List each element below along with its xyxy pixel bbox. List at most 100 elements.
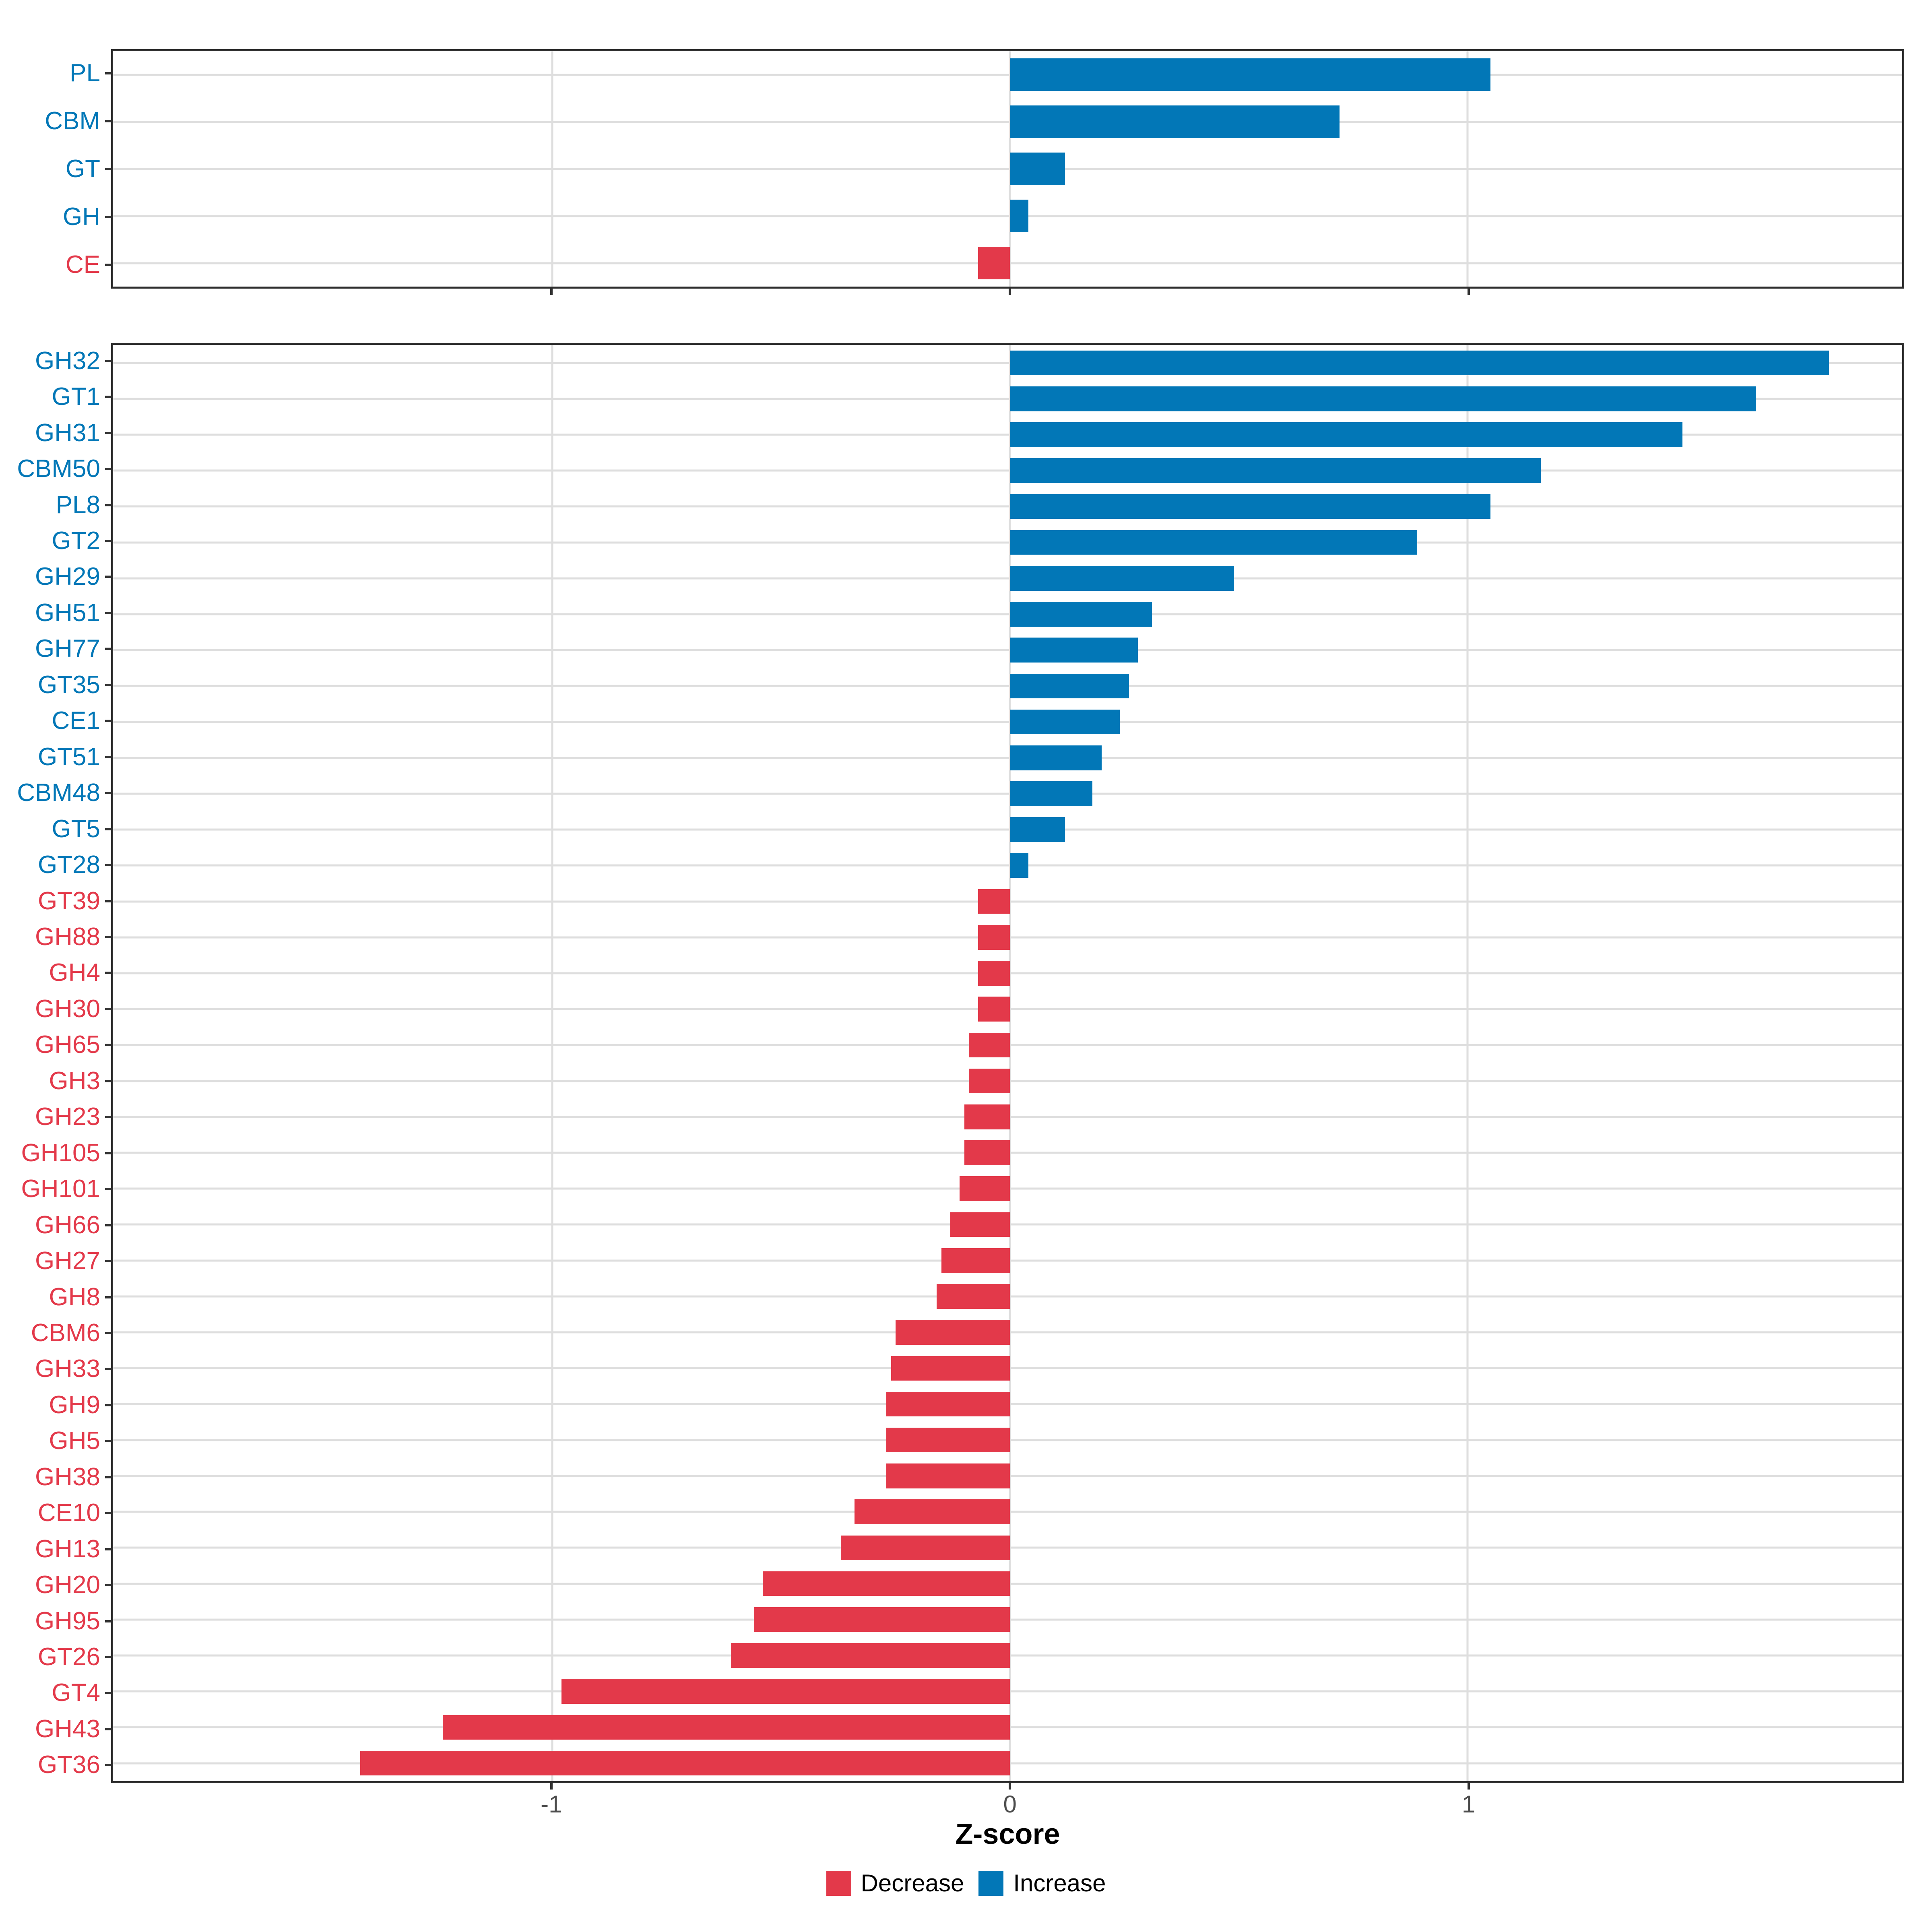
- y-label-GH77: GH77: [35, 635, 100, 663]
- y-tick-mark: [105, 1404, 111, 1406]
- y-tick-mark: [105, 755, 111, 758]
- x-tick-mark--1: [550, 289, 553, 295]
- y-tick-mark: [105, 1152, 111, 1154]
- row-GH105: [113, 1135, 1902, 1170]
- y-label-GH38: GH38: [35, 1463, 100, 1491]
- legend-label-increase: Increase: [1013, 1870, 1106, 1897]
- y-label-GH4: GH4: [49, 959, 100, 987]
- x-tick-label--1: -1: [541, 1791, 562, 1818]
- row-GH66: [113, 1207, 1902, 1243]
- bar-CBM48: [1010, 781, 1092, 806]
- y-tick-mark: [105, 864, 111, 867]
- y-label-GH105: GH105: [21, 1139, 100, 1167]
- y-tick-mark: [105, 935, 111, 938]
- y-tick-mark: [105, 1656, 111, 1659]
- y-label-GT5: GT5: [52, 815, 100, 843]
- horizontal-gridline: [113, 121, 1902, 123]
- row-GT39: [113, 883, 1902, 919]
- y-label-GT4: GT4: [52, 1679, 100, 1707]
- y-tick-mark: [105, 1080, 111, 1082]
- row-CE1: [113, 704, 1902, 740]
- bar-GH20: [763, 1571, 1010, 1596]
- y-label-GH51: GH51: [35, 599, 100, 627]
- y-label-CBM6: CBM6: [31, 1319, 100, 1347]
- row-GT35: [113, 668, 1902, 704]
- y-label-GH33: GH33: [35, 1355, 100, 1383]
- legend-label-decrease: Decrease: [861, 1870, 964, 1897]
- y-label-GH23: GH23: [35, 1103, 100, 1131]
- y-label-PL: PL: [70, 59, 100, 87]
- bar-GT26: [731, 1643, 1010, 1668]
- row-GH95: [113, 1602, 1902, 1637]
- horizontal-gridline: [113, 793, 1902, 795]
- legend-entry-increase: Increase: [978, 1871, 1106, 1896]
- bar-GH8: [937, 1284, 1010, 1309]
- bar-CE10: [854, 1499, 1010, 1524]
- horizontal-gridline: [113, 74, 1902, 76]
- x-axis-title: Z-score: [955, 1818, 1060, 1850]
- bar-GH33: [891, 1356, 1010, 1381]
- y-axis-labels-families: GH32 GT1 GH31 CBM50 PL8 GT2 GH29 GH51 GH77 GT35 CE…: [0, 343, 111, 1783]
- y-label-GT26: GT26: [37, 1643, 100, 1671]
- horizontal-gridline: [113, 469, 1902, 472]
- y-tick-mark: [105, 1440, 111, 1443]
- row-GH: [113, 192, 1902, 239]
- panel-families: [111, 343, 1904, 1783]
- y-tick-mark: [105, 263, 111, 266]
- y-label-GH30: GH30: [35, 995, 100, 1023]
- y-label-GT: GT: [65, 155, 100, 183]
- row-GH101: [113, 1171, 1902, 1207]
- y-label-GH31: GH31: [35, 419, 100, 447]
- y-label-GH20: GH20: [35, 1571, 100, 1599]
- y-tick-mark: [105, 215, 111, 218]
- y-label-GH29: GH29: [35, 563, 100, 591]
- horizontal-gridline: [113, 721, 1902, 723]
- bar-GT39: [978, 889, 1010, 914]
- panel-classes: [111, 49, 1904, 289]
- y-label-GH95: GH95: [35, 1607, 100, 1635]
- row-GH31: [113, 417, 1902, 452]
- y-label-GT36: GT36: [37, 1751, 100, 1779]
- x-axis-tick-labels: -1 0 1: [111, 1790, 1904, 1818]
- y-label-GH3: GH3: [49, 1067, 100, 1095]
- y-tick-mark: [105, 1368, 111, 1371]
- bar-GH38: [886, 1463, 1010, 1488]
- x-tick-label-0: 0: [1003, 1791, 1017, 1818]
- row-CBM: [113, 98, 1902, 145]
- bar-CE1: [1010, 709, 1120, 735]
- y-tick-mark: [105, 648, 111, 650]
- row-GH20: [113, 1566, 1902, 1602]
- y-label-GT1: GT1: [52, 383, 100, 411]
- row-GH8: [113, 1278, 1902, 1314]
- row-GH27: [113, 1243, 1902, 1278]
- bar-GH23: [964, 1104, 1010, 1129]
- y-label-GH8: GH8: [49, 1283, 100, 1311]
- y-label-GH101: GH101: [21, 1175, 100, 1203]
- horizontal-gridline: [113, 828, 1902, 831]
- y-tick-mark: [105, 120, 111, 122]
- bar-CBM: [1010, 105, 1340, 138]
- y-label-CE10: CE10: [37, 1499, 100, 1527]
- y-label-GT28: GT28: [37, 851, 100, 879]
- row-PL: [113, 51, 1902, 98]
- y-label-GT39: GT39: [37, 887, 100, 915]
- y-tick-mark: [105, 1476, 111, 1478]
- y-tick-mark: [105, 468, 111, 471]
- y-label-CBM48: CBM48: [17, 779, 100, 807]
- row-GT5: [113, 812, 1902, 848]
- bar-GH88: [978, 925, 1010, 950]
- y-label-GH43: GH43: [35, 1715, 100, 1743]
- horizontal-gridline: [113, 215, 1902, 217]
- y-label-GT51: GT51: [37, 743, 100, 771]
- y-tick-mark: [105, 900, 111, 902]
- bar-GH32: [1010, 350, 1829, 376]
- y-label-GH9: GH9: [49, 1391, 100, 1419]
- horizontal-gridline: [113, 398, 1902, 400]
- bar-GH30: [978, 997, 1010, 1022]
- bar-GT51: [1010, 745, 1102, 770]
- row-GH13: [113, 1530, 1902, 1566]
- y-label-CBM50: CBM50: [17, 455, 100, 483]
- y-tick-mark: [105, 539, 111, 542]
- row-GH33: [113, 1350, 1902, 1386]
- y-label-GH32: GH32: [35, 347, 100, 375]
